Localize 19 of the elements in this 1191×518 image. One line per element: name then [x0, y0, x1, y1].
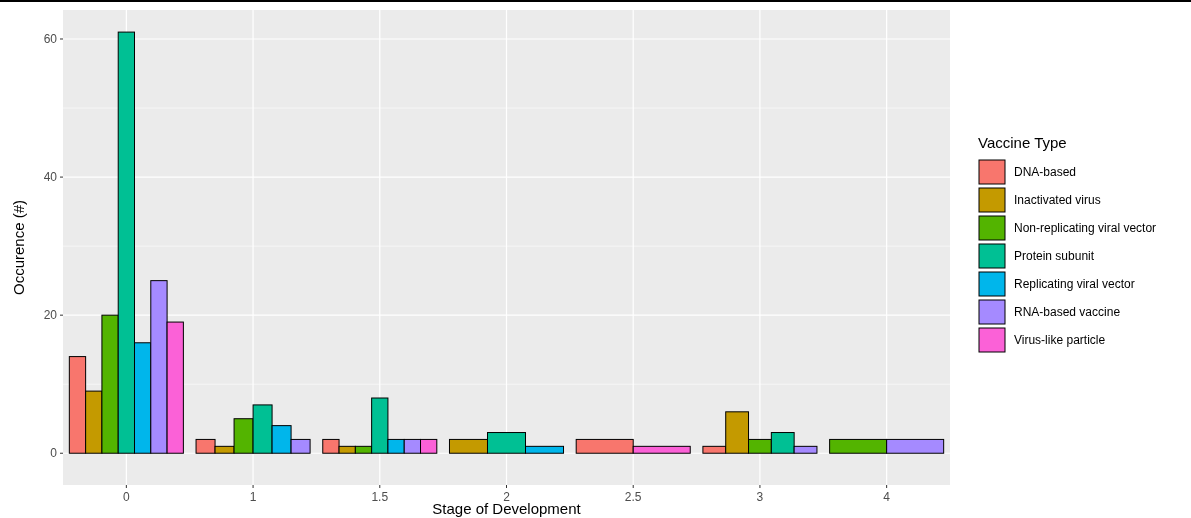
y-tick-label: 0 [50, 446, 58, 461]
legend-title: Vaccine Type [978, 134, 1067, 151]
legend-label: DNA-based [1014, 165, 1077, 180]
x-tick-label: 1 [249, 490, 257, 504]
x-tick-label: 4 [883, 490, 891, 504]
legend-label: Replicating viral vector [1014, 277, 1135, 292]
y-tick-label: 60 [43, 32, 58, 47]
legend-label: Inactivated virus [1014, 193, 1101, 208]
legend-label: Protein subunit [1014, 249, 1095, 264]
legend-label: Non-replicating viral vector [1014, 221, 1157, 236]
legend-label: Virus-like particle [1014, 333, 1106, 348]
x-tick-label: 2.5 [624, 490, 642, 504]
legend-label: RNA-based vaccine [1014, 305, 1121, 320]
y-tick-label: 40 [43, 170, 58, 185]
y-tick-label: 20 [43, 308, 58, 323]
x-tick-label: 1.5 [371, 490, 389, 504]
x-tick-label: 3 [756, 490, 764, 504]
y-axis-title: Occurence (#) [10, 199, 27, 296]
x-tick-label: 0 [123, 490, 131, 504]
